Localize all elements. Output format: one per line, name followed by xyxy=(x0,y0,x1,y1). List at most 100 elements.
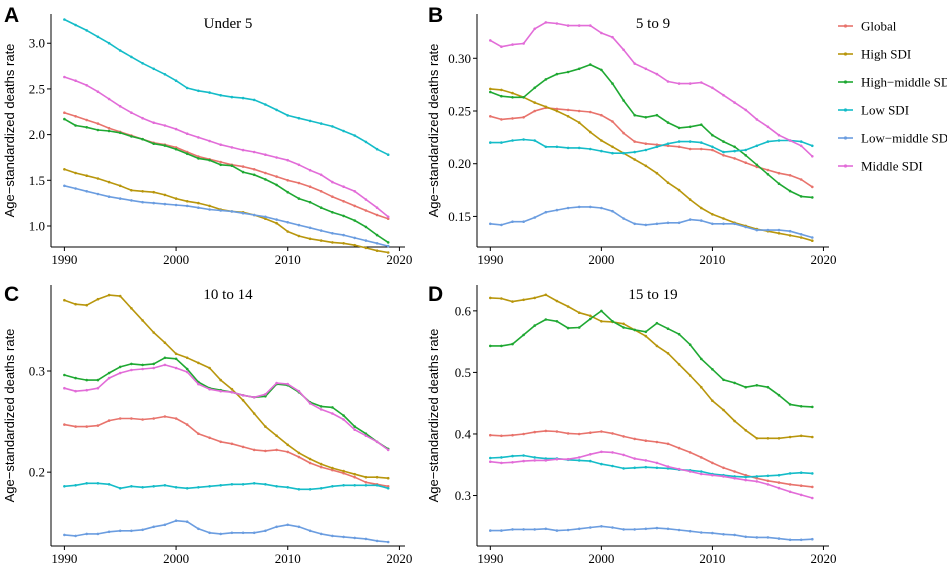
data-point xyxy=(677,145,681,149)
data-point xyxy=(811,144,814,148)
data-point xyxy=(577,24,581,27)
data-point xyxy=(163,356,167,360)
data-point xyxy=(777,133,781,137)
data-point xyxy=(96,424,100,427)
data-point xyxy=(85,174,88,177)
data-point xyxy=(589,453,592,456)
data-point xyxy=(63,386,66,390)
data-point xyxy=(733,477,736,480)
data-point xyxy=(174,352,178,356)
series-line-low-middle-sdi xyxy=(490,206,813,239)
data-point xyxy=(264,153,267,156)
data-point xyxy=(275,525,278,529)
data-point xyxy=(677,188,681,192)
data-point xyxy=(74,115,77,118)
data-point xyxy=(152,525,155,529)
data-point xyxy=(700,147,703,151)
data-point xyxy=(252,531,256,535)
data-point xyxy=(364,209,368,212)
data-point xyxy=(130,362,133,366)
data-point xyxy=(611,209,614,213)
data-point xyxy=(577,205,581,209)
data-point xyxy=(141,116,144,120)
data-point xyxy=(489,141,492,144)
data-point xyxy=(733,101,736,104)
data-point xyxy=(555,299,559,303)
data-point xyxy=(118,197,122,200)
data-point xyxy=(286,230,290,233)
data-point xyxy=(308,119,312,123)
data-point xyxy=(297,451,301,455)
data-point xyxy=(197,201,200,205)
legend-item: Middle SDI xyxy=(838,159,923,174)
data-point xyxy=(677,221,681,225)
data-point xyxy=(633,113,636,117)
data-point xyxy=(331,211,334,214)
data-point xyxy=(644,164,648,168)
data-point xyxy=(600,320,603,323)
data-point xyxy=(755,118,759,121)
data-point xyxy=(118,49,122,52)
data-point xyxy=(666,181,670,184)
data-point xyxy=(600,31,603,35)
data-point xyxy=(688,125,692,129)
data-point xyxy=(208,158,211,162)
data-point xyxy=(185,520,189,523)
y-tick-label: 0.6 xyxy=(455,303,472,318)
data-point xyxy=(331,534,334,538)
x-tick-label: 1990 xyxy=(477,551,503,566)
data-point xyxy=(799,144,803,148)
data-point xyxy=(700,531,703,534)
data-point xyxy=(533,86,536,90)
data-point xyxy=(107,371,111,375)
data-point xyxy=(386,251,390,254)
data-point xyxy=(711,399,714,403)
data-point xyxy=(353,536,357,540)
data-point xyxy=(230,531,234,535)
data-point xyxy=(208,485,211,488)
data-point xyxy=(331,468,334,472)
data-point xyxy=(722,408,725,412)
data-point xyxy=(655,143,659,146)
legend-marker xyxy=(843,164,848,168)
data-point xyxy=(275,183,278,187)
data-point xyxy=(733,222,736,226)
data-point xyxy=(700,141,703,144)
data-point xyxy=(688,374,692,377)
data-point xyxy=(364,434,368,438)
data-point xyxy=(275,218,278,221)
data-point xyxy=(141,62,144,65)
data-point xyxy=(788,483,792,486)
data-point xyxy=(364,225,368,229)
data-point xyxy=(364,432,368,436)
data-point xyxy=(152,142,155,145)
data-point xyxy=(331,232,334,235)
data-point xyxy=(364,475,368,479)
data-point xyxy=(174,146,178,149)
data-point xyxy=(342,129,345,133)
data-point xyxy=(733,149,736,153)
data-point xyxy=(811,496,814,500)
data-point xyxy=(799,434,803,438)
data-point xyxy=(264,483,267,486)
data-point xyxy=(364,239,368,242)
data-point xyxy=(722,378,725,382)
y-axis-label: Age−standardized deaths rate xyxy=(426,329,441,503)
data-point xyxy=(622,48,625,52)
data-point xyxy=(375,440,379,444)
data-point xyxy=(353,472,357,476)
data-point xyxy=(744,475,747,479)
data-point xyxy=(297,197,301,200)
data-point xyxy=(500,141,503,144)
panel-title: 15 to 19 xyxy=(628,287,677,303)
data-point xyxy=(197,527,200,531)
data-point xyxy=(766,437,770,440)
data-point xyxy=(264,395,267,398)
data-point xyxy=(241,211,245,215)
data-point xyxy=(655,321,659,325)
data-point xyxy=(644,465,648,469)
data-point xyxy=(286,114,290,117)
data-point xyxy=(107,41,111,45)
data-point xyxy=(788,229,792,233)
data-point xyxy=(130,189,133,192)
